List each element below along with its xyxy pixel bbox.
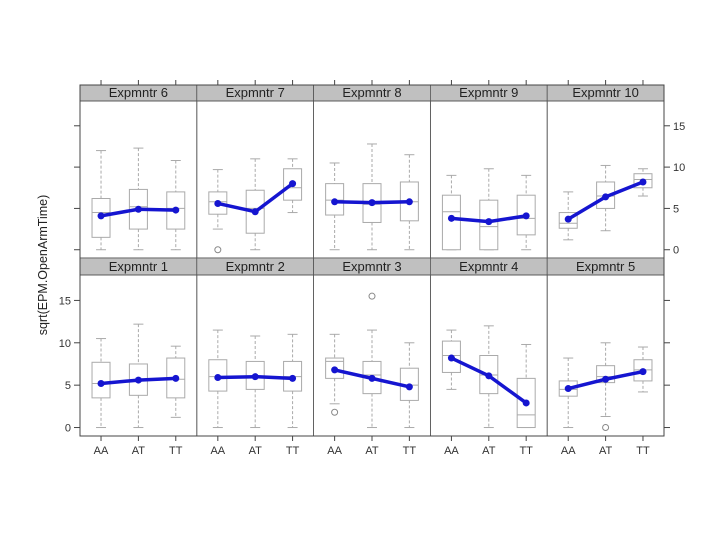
mean-point (602, 193, 610, 201)
x-tick-label: TT (519, 445, 533, 457)
panel: Expmntr 5 (546, 257, 665, 437)
box-AT (245, 158, 265, 251)
panel-title: Expmntr 6 (109, 85, 168, 100)
outlier-point (602, 424, 610, 432)
box-AT (362, 292, 382, 429)
y-tick-label: 0 (65, 423, 71, 435)
mean-point (639, 178, 647, 186)
x-tick-label: TT (636, 445, 650, 457)
x-tick-label: TT (403, 445, 417, 457)
y-tick-label: 5 (673, 203, 679, 215)
mean-point (214, 374, 222, 382)
mean-point (564, 215, 572, 223)
panel: Expmntr 6 (79, 84, 198, 259)
y-tick-label: 10 (673, 162, 685, 174)
panel-title: Expmntr 9 (459, 85, 518, 100)
x-tick-label: AT (249, 445, 263, 457)
x-tick-label: AT (365, 445, 379, 457)
mean-point (522, 212, 530, 220)
x-tick-label: AA (210, 445, 225, 457)
x-tick-label: AT (599, 445, 613, 457)
mean-point (405, 383, 413, 391)
outlier-point (214, 246, 222, 254)
mean-point (331, 366, 339, 374)
mean-point (172, 206, 180, 214)
panel-title: Expmntr 5 (576, 259, 635, 274)
box-TT (516, 343, 536, 429)
mean-point (97, 379, 105, 387)
x-axis: AA AT TT AA AT TT AA AT TT AA AT TT AA AT TT (94, 80, 650, 457)
box-AT (362, 143, 382, 251)
outlier-point (368, 292, 376, 300)
box-AT (479, 168, 499, 251)
mean-point (214, 199, 222, 207)
y-tick-label: 15 (673, 121, 685, 133)
panel-title: Expmntr 7 (226, 85, 285, 100)
mean-point (134, 205, 142, 213)
x-tick-label: TT (169, 445, 183, 457)
mean-point (602, 375, 610, 383)
panel-title: Expmntr 10 (572, 85, 638, 100)
panel: Expmntr 7 (196, 84, 315, 259)
mean-point (172, 374, 180, 382)
x-tick-label: AA (94, 445, 109, 457)
mean-point (447, 354, 455, 362)
x-tick-label: AA (444, 445, 459, 457)
x-tick-label: TT (286, 445, 300, 457)
panel-title: Expmntr 2 (226, 259, 285, 274)
mean-point (368, 374, 376, 382)
mean-point (639, 368, 647, 376)
x-tick-label: AT (132, 445, 146, 457)
mean-point (485, 218, 493, 226)
panel-title: Expmntr 8 (342, 85, 401, 100)
mean-point (289, 180, 297, 188)
panel-title: Expmntr 3 (342, 259, 401, 274)
mean-point (331, 198, 339, 206)
box-AT (128, 323, 148, 429)
y-axis: 0 0 5 5 10 10 15 15 (59, 121, 686, 435)
box-AT (128, 147, 148, 251)
panel-title: Expmntr 1 (109, 259, 168, 274)
mean-point (447, 214, 455, 222)
box-TT (166, 159, 186, 251)
x-tick-label: AT (482, 445, 496, 457)
mean-point (485, 372, 493, 380)
y-tick-label: 0 (673, 245, 679, 257)
panel-title: Expmntr 4 (459, 259, 518, 274)
mean-point (564, 385, 572, 393)
panel: Expmntr 8 (313, 84, 431, 259)
outlier-point (331, 408, 339, 416)
mean-point (368, 199, 376, 207)
panel: Expmntr 2 (196, 257, 315, 437)
box-iqr (441, 194, 461, 251)
box-AA (91, 150, 111, 251)
panel: Expmntr 1 (79, 257, 198, 437)
panel: Expmntr 9 (429, 84, 548, 259)
y-axis-label: sqrt(EPM.OpenArmTime) (36, 195, 50, 336)
y-tick-label: 15 (59, 295, 71, 307)
box-AA (325, 333, 345, 416)
panel: Expmntr 3 (313, 257, 431, 437)
box-AA (208, 169, 228, 254)
x-tick-label: AA (327, 445, 342, 457)
box-AA (325, 162, 345, 251)
mean-point (251, 208, 259, 216)
mean-point (405, 198, 413, 206)
box-AT (245, 335, 265, 429)
box-AA (558, 357, 578, 429)
y-tick-label: 10 (59, 338, 71, 350)
mean-point (134, 376, 142, 384)
mean-point (522, 399, 530, 407)
box-AA (441, 174, 461, 251)
mean-point (97, 212, 105, 220)
panel: Expmntr 10 (546, 84, 665, 259)
x-tick-label: AA (561, 445, 576, 457)
box-AT (596, 342, 616, 432)
y-tick-label: 5 (65, 380, 71, 392)
panel: Expmntr 4 (429, 257, 548, 437)
mean-point (289, 374, 297, 382)
mean-point (251, 373, 259, 381)
